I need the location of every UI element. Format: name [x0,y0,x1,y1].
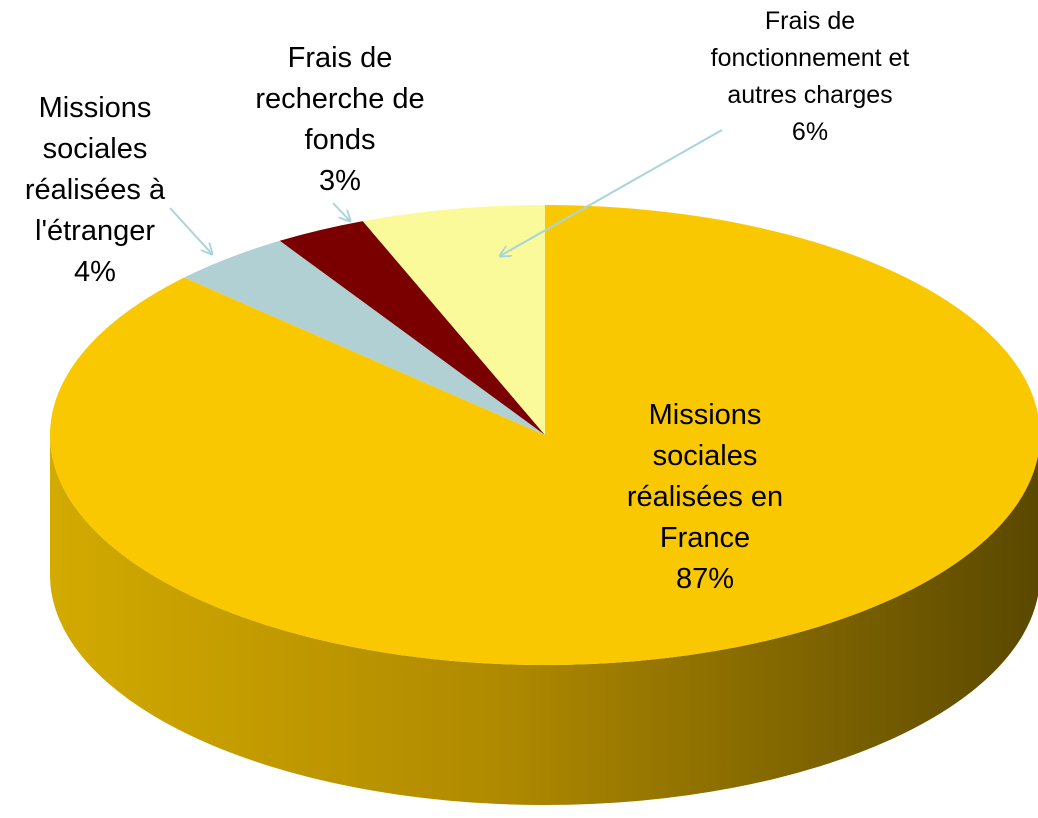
value-label: 3% [319,165,361,197]
category-label: Missions sociales réalisées à l'étranger [24,92,166,247]
pie-side [50,435,1038,805]
leader-line [500,129,723,256]
category-label: Frais de recherche de fonds [255,42,425,156]
category-label: Frais de fonctionnement et autres charge… [710,7,910,109]
category-label: Missions sociales réalisées en France [626,399,784,554]
value-label: 6% [791,118,829,146]
pie [50,205,1038,805]
slice-label: Missions sociales réalisées à l'étranger… [5,88,185,293]
value-label: 4% [74,256,116,288]
slice-label: Frais de recherche de fonds 3% [245,38,435,202]
leader-line [332,202,350,221]
slice-label: Frais de fonctionnement et autres charge… [705,3,915,151]
pie-slice [184,240,545,435]
pie-slice [279,221,545,435]
slice-label: Missions sociales réalisées en France 87% [605,395,805,600]
pie-slice [362,205,545,435]
value-label: 87% [675,563,735,595]
leader-line [169,207,212,254]
pie-slice [50,205,1038,665]
